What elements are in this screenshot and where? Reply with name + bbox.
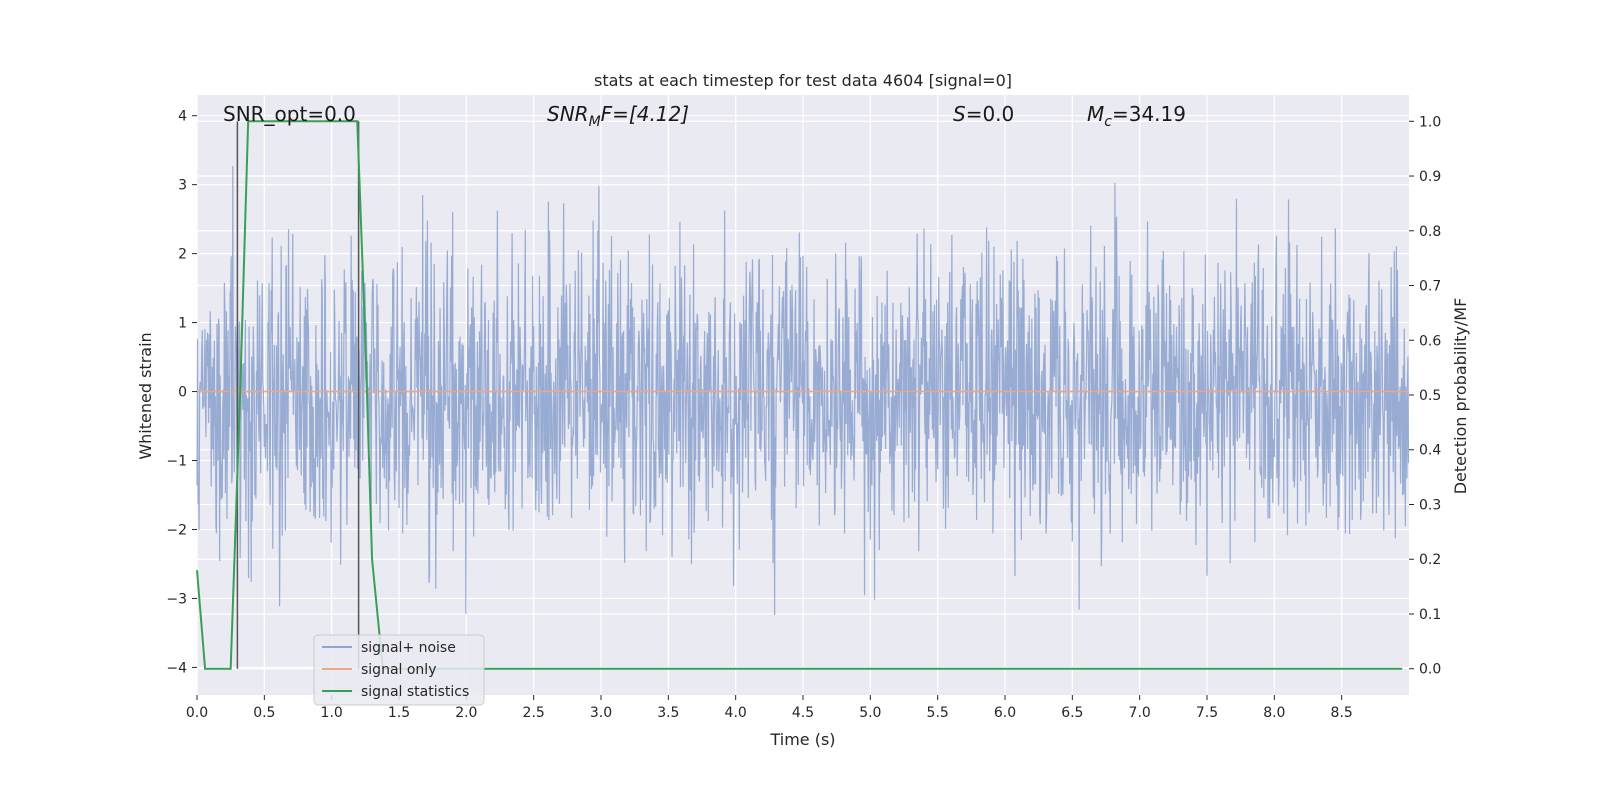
y-left-tick-label: −1 xyxy=(166,454,187,470)
x-tick-label: 3.5 xyxy=(657,705,679,721)
y-right-tick-label: 0.9 xyxy=(1419,169,1441,185)
y-right-tick-label: 0.2 xyxy=(1419,552,1441,568)
y-right-axis-ticks: 0.0 0.1 0.2 0.3 0.4 0.5 0.6 0.7 0.8 0.9 1.0 xyxy=(1409,114,1441,678)
y-right-tick-label: 0.7 xyxy=(1419,279,1441,295)
x-tick-label: 8.0 xyxy=(1263,705,1285,721)
y-right-tick-label: 0.0 xyxy=(1419,662,1441,678)
y-left-tick-label: 4 xyxy=(178,109,187,125)
x-tick-label: 4.0 xyxy=(725,705,747,721)
y-left-axis-ticks: −4 −3 −2 −1 0 1 2 3 4 xyxy=(166,109,197,676)
x-tick-label: 2.5 xyxy=(523,705,545,721)
y-right-tick-label: 0.6 xyxy=(1419,333,1441,349)
y-right-tick-label: 0.1 xyxy=(1419,607,1441,623)
y-right-tick-label: 0.4 xyxy=(1419,443,1441,459)
y-right-tick-label: 0.8 xyxy=(1419,224,1441,240)
vertical-markers xyxy=(236,121,360,669)
x-tick-label: 0.5 xyxy=(253,705,275,721)
annotation-snr-mf: SNRMF=[4.12] xyxy=(547,102,689,130)
x-tick-label: 4.5 xyxy=(792,705,814,721)
noise-line xyxy=(196,165,1410,616)
y-right-tick-label: 1.0 xyxy=(1419,114,1441,130)
y-left-tick-label: 2 xyxy=(178,247,187,263)
x-tick-label: 7.5 xyxy=(1196,705,1218,721)
annotation-s: S=0.0 xyxy=(953,102,1014,126)
chart-title: stats at each timestep for test data 460… xyxy=(594,71,1012,90)
x-axis-label: Time (s) xyxy=(769,730,835,749)
x-tick-label: 5.0 xyxy=(859,705,881,721)
legend-label-statistics: signal statistics xyxy=(361,684,469,700)
legend-label-noise: signal+ noise xyxy=(361,640,456,656)
legend-label-signal-only: signal only xyxy=(361,662,436,678)
annotation-mc: Mc=34.19 xyxy=(1087,102,1186,130)
x-axis-ticks: 0.0 0.5 1.0 1.5 2.0 2.5 3.0 3.5 4.0 4.5 5.0 5.5 6.0 6… xyxy=(186,695,1353,721)
x-tick-label: 8.5 xyxy=(1331,705,1353,721)
y-left-tick-label: 3 xyxy=(178,178,187,194)
legend-box xyxy=(313,634,485,706)
y-left-tick-label: 1 xyxy=(178,316,187,332)
x-tick-label: 7.0 xyxy=(1129,705,1151,721)
y-left-tick-label: −3 xyxy=(166,591,187,607)
y-right-tick-label: 0.5 xyxy=(1419,388,1441,404)
y-right-axis-label: Detection probability/MF xyxy=(1451,298,1470,495)
x-tick-label: 0.0 xyxy=(186,705,208,721)
y-left-tick-label: −4 xyxy=(166,660,187,676)
noise-series xyxy=(196,165,1410,616)
legend: signal+ noise signal only signal statist… xyxy=(313,634,485,706)
x-tick-label: 6.5 xyxy=(1061,705,1083,721)
x-tick-label: 2.0 xyxy=(455,705,477,721)
annotation-snr-opt: SNR_opt=0.0 xyxy=(223,102,356,126)
x-tick-label: 5.5 xyxy=(927,705,949,721)
y-left-axis-label: Whitened strain xyxy=(136,332,155,459)
x-tick-label: 6.0 xyxy=(994,705,1016,721)
x-tick-label: 1.0 xyxy=(321,705,343,721)
x-tick-label: 1.5 xyxy=(388,705,410,721)
y-left-tick-label: −2 xyxy=(166,522,187,538)
y-left-tick-label: 0 xyxy=(178,385,187,401)
y-right-tick-label: 0.3 xyxy=(1419,497,1441,513)
x-tick-label: 3.0 xyxy=(590,705,612,721)
